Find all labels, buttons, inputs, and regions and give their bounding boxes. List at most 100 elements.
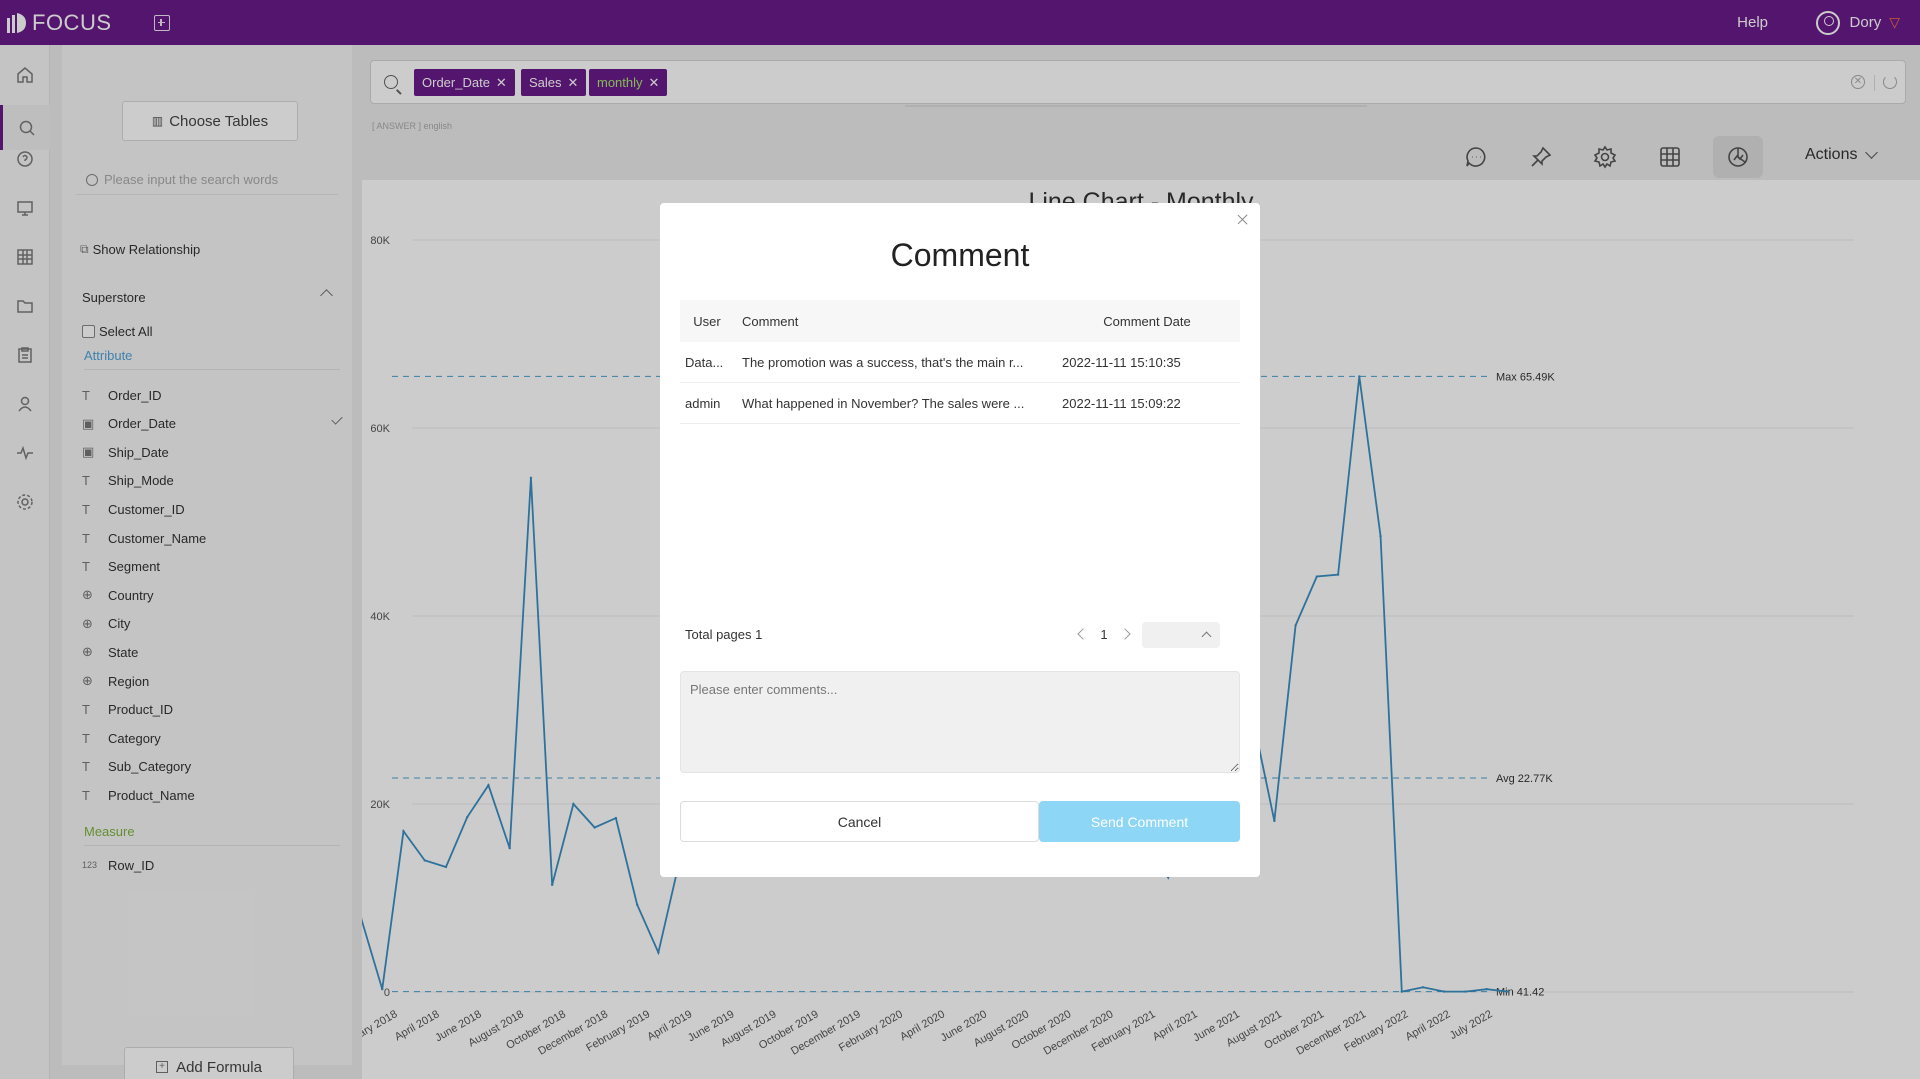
nav-table-icon[interactable] xyxy=(0,237,50,277)
table-row[interactable]: Data... The promotion was a success, tha… xyxy=(680,342,1240,383)
data-point[interactable] xyxy=(1379,534,1382,538)
field-item[interactable]: T Ship_Mode xyxy=(82,471,342,491)
data-point[interactable] xyxy=(635,903,639,906)
y-tick-label: 0 xyxy=(384,987,390,999)
search-token-keyword[interactable]: monthly ✕ xyxy=(589,69,668,96)
field-label: Ship_Date xyxy=(108,444,169,460)
remove-token-icon[interactable]: ✕ xyxy=(567,74,579,90)
show-relationship-button[interactable]: ⧉ Show Relationship xyxy=(80,242,200,257)
field-item[interactable]: T Order_ID xyxy=(82,385,342,405)
comment-date: 2022-11-11 15:10:35 xyxy=(1062,354,1181,370)
search-token[interactable]: Sales ✕ xyxy=(521,69,587,96)
nav-clipboard-icon[interactable] xyxy=(0,335,50,375)
data-point[interactable] xyxy=(657,951,660,954)
field-item[interactable]: ⊕ City xyxy=(82,614,342,634)
nav-dashboard-icon[interactable] xyxy=(0,188,50,228)
table-header: User Comment Comment Date xyxy=(680,300,1240,342)
table-row[interactable]: admin What happened in November? The sal… xyxy=(680,383,1240,424)
text-field-icon: T xyxy=(82,387,90,403)
data-point[interactable] xyxy=(1443,990,1446,993)
close-icon[interactable] xyxy=(1236,213,1250,227)
field-item[interactable]: T Category xyxy=(82,728,342,748)
clear-search-icon[interactable]: ✕ xyxy=(1851,75,1865,89)
search-bar[interactable]: Order_Date ✕ Sales ✕ monthly ✕ ✕ xyxy=(370,60,1906,104)
nav-folder-icon[interactable] xyxy=(0,286,50,326)
nav-activity-icon[interactable] xyxy=(0,433,50,473)
logo[interactable]: FOCUS xyxy=(6,10,112,36)
field-item[interactable]: ▣ Order_Date xyxy=(82,412,343,434)
user-menu[interactable]: Dory ▽ xyxy=(1815,10,1900,35)
data-point[interactable] xyxy=(1358,375,1361,378)
select-all-checkbox[interactable]: Select All xyxy=(82,324,152,339)
nav-user-icon[interactable] xyxy=(0,384,50,424)
field-item[interactable]: ⊕ State xyxy=(82,642,342,662)
remove-token-icon[interactable]: ✕ xyxy=(495,74,507,90)
nav-help-icon[interactable] xyxy=(0,139,50,179)
geo-field-icon: ⊕ xyxy=(82,615,93,631)
field-item[interactable]: T Customer_ID xyxy=(82,499,342,519)
field-item[interactable]: T Product_Name xyxy=(82,785,342,805)
add-formula-button[interactable]: + Add Formula xyxy=(124,1047,294,1079)
field-item[interactable]: ▣ Ship_Date xyxy=(82,442,342,462)
actions-dropdown[interactable]: Actions xyxy=(1805,145,1879,164)
field-search-input[interactable]: Please input the search words xyxy=(76,165,338,195)
refresh-icon[interactable] xyxy=(1883,75,1897,89)
nav-settings-icon[interactable] xyxy=(0,482,50,522)
select-all-label: Select All xyxy=(99,324,153,339)
data-point[interactable] xyxy=(614,816,618,820)
page-size-select[interactable] xyxy=(1142,622,1220,648)
pagination: 1 xyxy=(1070,621,1138,647)
comment-input[interactable] xyxy=(680,671,1240,773)
nav-search-icon[interactable] xyxy=(0,105,50,150)
field-item[interactable]: T Customer_Name xyxy=(82,528,342,548)
prev-page-button[interactable] xyxy=(1070,621,1092,647)
data-point[interactable] xyxy=(529,476,533,480)
settings-icon[interactable] xyxy=(1584,136,1626,178)
remove-token-icon[interactable]: ✕ xyxy=(648,74,660,90)
send-comment-button[interactable]: Send Comment xyxy=(1039,801,1240,842)
data-point[interactable] xyxy=(402,830,405,833)
new-tab-icon[interactable] xyxy=(153,14,170,31)
field-item[interactable]: T Segment xyxy=(82,557,342,577)
y-tick-label: 80K xyxy=(370,235,390,247)
current-page[interactable]: 1 xyxy=(1100,626,1108,642)
data-point[interactable] xyxy=(423,859,426,862)
help-link[interactable]: Help xyxy=(1737,14,1768,31)
data-point[interactable] xyxy=(1485,987,1488,991)
data-point[interactable] xyxy=(1400,990,1403,993)
choose-tables-button[interactable]: ▥ Choose Tables xyxy=(122,101,298,141)
date-field-icon: ▣ xyxy=(82,444,95,460)
data-point[interactable] xyxy=(1421,986,1425,989)
data-point[interactable] xyxy=(381,987,384,991)
data-point[interactable] xyxy=(1315,575,1319,578)
data-point[interactable] xyxy=(444,865,448,869)
field-item[interactable]: ⊕ Country xyxy=(82,585,342,605)
field-item[interactable]: ⊕ Region xyxy=(82,671,342,691)
cancel-button[interactable]: Cancel xyxy=(680,801,1039,842)
data-point[interactable] xyxy=(508,846,511,850)
search-icon xyxy=(384,75,398,89)
field-item[interactable]: T Sub_Category xyxy=(82,757,342,777)
data-point[interactable] xyxy=(593,826,596,829)
reference-line-label: Min 41.42 xyxy=(1496,987,1544,999)
table-view-icon[interactable] xyxy=(1649,136,1691,178)
comment-user: Data... xyxy=(685,354,724,370)
nav-home-icon[interactable] xyxy=(0,55,50,95)
data-point[interactable] xyxy=(466,815,469,819)
data-point[interactable] xyxy=(1273,819,1276,823)
measure-item[interactable]: 123 Row_ID xyxy=(82,855,342,875)
nav-rail xyxy=(0,45,50,1079)
data-point[interactable] xyxy=(1294,624,1297,627)
next-page-button[interactable] xyxy=(1116,621,1138,647)
data-point[interactable] xyxy=(1336,573,1340,576)
data-point[interactable] xyxy=(487,784,490,787)
pin-icon[interactable] xyxy=(1520,136,1562,178)
search-token[interactable]: Order_Date ✕ xyxy=(414,69,515,96)
data-point[interactable] xyxy=(1464,990,1467,993)
comment-icon[interactable] xyxy=(1455,136,1497,178)
chart-type-icon[interactable] xyxy=(1713,136,1763,178)
data-point[interactable] xyxy=(572,802,575,806)
data-point[interactable] xyxy=(1506,990,1510,993)
field-item[interactable]: T Product_ID xyxy=(82,700,342,720)
data-point[interactable] xyxy=(550,883,554,887)
